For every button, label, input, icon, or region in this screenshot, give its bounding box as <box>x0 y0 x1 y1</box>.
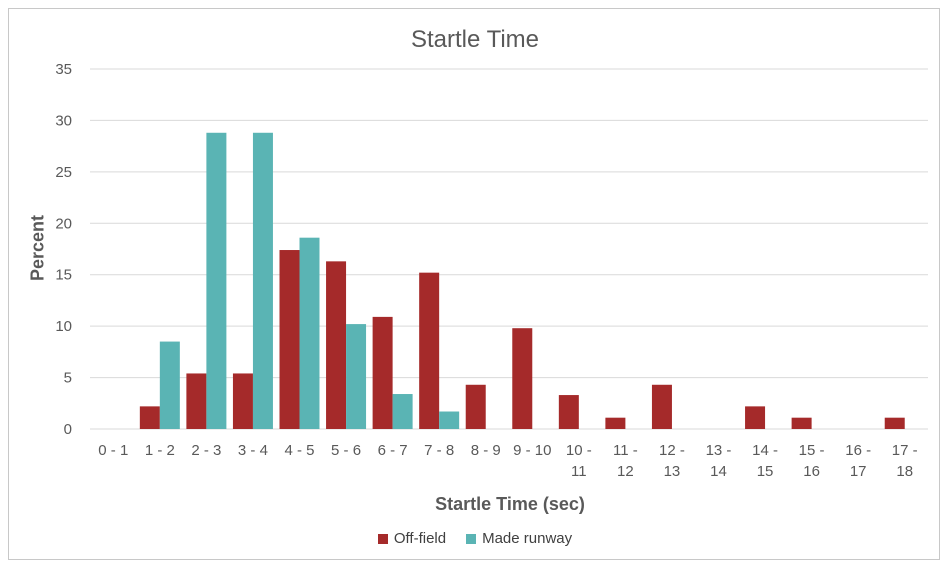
bar-made-runway-6 <box>392 394 413 429</box>
bar-off-field-7 <box>419 272 440 429</box>
x-tick-label: 0 - 1 <box>98 442 128 459</box>
bar-made-runway-1 <box>159 341 180 429</box>
x-tick-label: 8 - 9 <box>471 442 501 459</box>
bar-off-field-10 <box>558 395 579 429</box>
x-tick-label: 16 -17 <box>845 442 871 480</box>
bar-off-field-3 <box>232 373 253 429</box>
bar-off-field-17 <box>884 417 905 429</box>
y-tick-label: 5 <box>64 370 72 387</box>
legend-label-made-runway: Made runway <box>482 530 573 547</box>
bar-off-field-11 <box>605 417 626 429</box>
x-axis-label: Startle Time (sec) <box>435 494 585 514</box>
bar-off-field-8 <box>465 384 486 429</box>
x-tick-label: 17 -18 <box>892 442 918 480</box>
y-tick-label: 25 <box>55 164 72 181</box>
x-tick-label: 14 -15 <box>752 442 778 480</box>
legend-swatch-made-runway <box>466 533 477 544</box>
y-tick-label: 35 <box>55 61 72 78</box>
bar-off-field-15 <box>791 417 812 429</box>
x-tick-label: 2 - 3 <box>191 442 221 459</box>
x-tick-label: 13 -14 <box>706 442 732 480</box>
legend-item-made-runway: Made runway <box>466 530 572 547</box>
x-tick-label: 12 -13 <box>659 442 685 480</box>
x-tick-label: 10 -11 <box>566 442 592 480</box>
bar-off-field-1 <box>139 406 160 429</box>
x-tick-label: 3 - 4 <box>238 442 268 459</box>
legend-item-off-field: Off-field <box>377 530 447 547</box>
x-tick-label: 11 -12 <box>613 442 638 480</box>
x-tick-label: 9 - 10 <box>513 442 551 459</box>
bar-off-field-4 <box>279 250 300 429</box>
bar-made-runway-7 <box>439 411 460 429</box>
bar-off-field-2 <box>186 373 207 429</box>
y-tick-label: 20 <box>55 215 72 232</box>
bar-off-field-5 <box>326 261 347 429</box>
x-tick-label: 7 - 8 <box>424 442 454 459</box>
x-tick-label: 6 - 7 <box>378 442 408 459</box>
x-tick-label: 1 - 2 <box>145 442 175 459</box>
legend-swatch-off-field <box>377 533 388 544</box>
bar-made-runway-4 <box>299 237 320 429</box>
chart-title: Startle Time <box>410 26 540 53</box>
x-tick-label: 4 - 5 <box>284 442 314 459</box>
bar-made-runway-3 <box>252 132 273 429</box>
legend: Off-field Made runway <box>0 530 950 547</box>
chart-frame <box>8 8 940 560</box>
bar-off-field-12 <box>651 384 672 429</box>
y-tick-label: 30 <box>55 112 72 129</box>
bar-made-runway-5 <box>346 324 367 429</box>
bar-off-field-9 <box>512 328 533 429</box>
x-tick-label: 5 - 6 <box>331 442 361 459</box>
legend-label-off-field: Off-field <box>393 530 447 547</box>
y-tick-label: 15 <box>55 267 72 284</box>
bar-off-field-6 <box>372 316 393 429</box>
bar-off-field-14 <box>745 406 766 429</box>
y-tick-label: 10 <box>55 318 72 335</box>
y-tick-label: 0 <box>64 421 72 438</box>
bar-made-runway-2 <box>206 132 227 429</box>
x-tick-label: 15 -16 <box>799 442 825 480</box>
